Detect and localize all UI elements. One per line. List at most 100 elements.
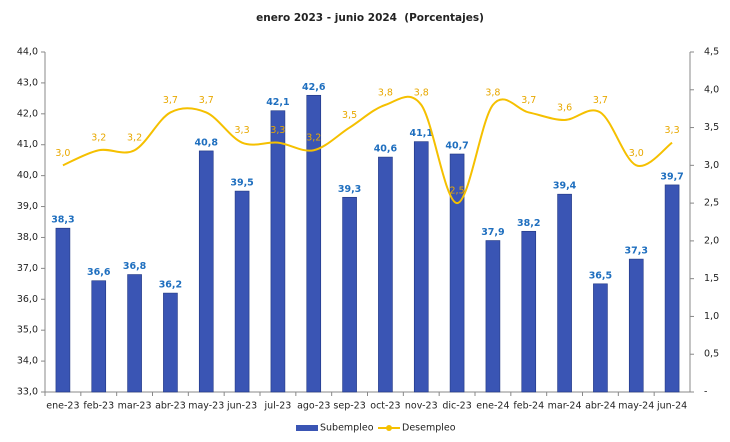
x-tick-label: ene-23 xyxy=(46,401,79,412)
chart-title: enero 2023 - junio 2024 (Porcentajes) xyxy=(256,12,484,24)
legend-label: Subempleo xyxy=(320,423,374,434)
x-tick-label: abr-23 xyxy=(155,401,186,412)
y2-tick-label: 1,0 xyxy=(704,311,719,322)
bar xyxy=(163,292,178,393)
bar-label: 40,8 xyxy=(195,137,219,148)
x-tick-label: nov-23 xyxy=(405,401,438,412)
x-tick-label: feb-23 xyxy=(83,401,114,412)
y2-tick-label: 0,5 xyxy=(704,349,719,360)
line-label: 3,5 xyxy=(342,110,357,121)
bar xyxy=(306,94,322,393)
y-tick-label: 36,0 xyxy=(17,294,38,305)
y2-tick-label: 4,5 xyxy=(704,47,719,58)
x-tick-label: mar-24 xyxy=(548,401,582,412)
x-tick-label: feb-24 xyxy=(513,401,544,412)
bar-label: 36,2 xyxy=(159,280,182,291)
x-tick-label: jun-24 xyxy=(656,401,687,412)
legend-label: Desempleo xyxy=(402,423,456,434)
line-label: 3,8 xyxy=(485,87,500,98)
y-tick-label: 35,0 xyxy=(17,325,38,336)
x-tick-label: dic-23 xyxy=(442,401,471,412)
bar xyxy=(55,227,71,393)
bar-label: 40,6 xyxy=(374,144,398,155)
x-tick-label: oct-23 xyxy=(370,401,400,412)
y-tick-label: 34,0 xyxy=(17,356,38,367)
bar-label: 39,4 xyxy=(553,181,577,192)
line-label: 3,3 xyxy=(665,125,680,136)
x-tick-label: jun-23 xyxy=(226,401,257,412)
y-tick-label: 42,0 xyxy=(17,108,38,119)
line-label: 3,7 xyxy=(163,95,178,106)
y2-tick-label: 2,5 xyxy=(704,198,719,209)
bar xyxy=(413,141,429,393)
x-tick-label: abr-24 xyxy=(585,401,616,412)
y2-tick-label: 4,0 xyxy=(704,84,719,95)
bar-label: 37,9 xyxy=(481,227,504,238)
bar xyxy=(485,240,501,393)
bar-label: 39,3 xyxy=(338,184,361,195)
x-tick-label: may-24 xyxy=(618,401,654,412)
bar-label: 41,1 xyxy=(410,128,433,139)
y-tick-label: 41,0 xyxy=(17,139,38,150)
line-label: 3,0 xyxy=(55,148,70,159)
y-tick-label: 33,0 xyxy=(17,387,38,398)
y2-tick-label: 3,0 xyxy=(704,160,719,171)
x-tick-label: jul-23 xyxy=(264,401,292,412)
line-label: 3,8 xyxy=(414,87,429,98)
bar xyxy=(557,193,572,393)
line-label: 3,6 xyxy=(557,103,572,114)
legend-swatch xyxy=(296,425,318,431)
bar xyxy=(270,110,286,393)
bar xyxy=(234,190,250,393)
bar-label: 39,5 xyxy=(230,178,253,189)
bar-label: 39,7 xyxy=(660,171,683,182)
y-tick-label: 39,0 xyxy=(17,201,38,212)
bar-label: 36,6 xyxy=(87,267,111,278)
y2-tick-label: - xyxy=(704,387,707,398)
line-label: 2,5 xyxy=(450,186,465,197)
line-label: 3,3 xyxy=(270,125,285,136)
bar-label: 37,3 xyxy=(625,246,648,257)
bar xyxy=(91,280,107,393)
bar xyxy=(342,196,357,393)
bar-label: 36,5 xyxy=(589,270,612,281)
y-tick-label: 43,0 xyxy=(17,77,38,88)
y-tick-label: 38,0 xyxy=(17,232,38,243)
bar xyxy=(664,184,680,393)
line-label: 3,2 xyxy=(127,133,142,144)
bar-label: 38,3 xyxy=(51,215,74,226)
x-tick-label: ene-24 xyxy=(476,401,509,412)
y-tick-label: 37,0 xyxy=(17,263,38,274)
line xyxy=(62,95,673,205)
line-label: 3,0 xyxy=(629,148,644,159)
bar-label: 40,7 xyxy=(445,141,468,152)
bar-label: 42,6 xyxy=(302,82,326,93)
bar xyxy=(628,258,644,393)
y2-tick-label: 2,0 xyxy=(704,235,719,246)
bar xyxy=(521,230,537,393)
y2-tick-label: 1,5 xyxy=(704,273,719,284)
bar-label: 42,1 xyxy=(266,97,289,108)
x-tick-label: ago-23 xyxy=(297,401,330,412)
line-label: 3,8 xyxy=(378,87,393,98)
bar-label: 38,2 xyxy=(517,218,540,229)
x-tick-label: may-23 xyxy=(188,401,224,412)
y2-tick-label: 3,5 xyxy=(704,122,719,133)
line-label: 3,7 xyxy=(199,95,214,106)
line-label: 3,7 xyxy=(593,95,608,106)
y-tick-label: 44,0 xyxy=(17,47,38,58)
x-tick-label: mar-23 xyxy=(118,401,152,412)
bar xyxy=(198,150,214,393)
line-label: 3,2 xyxy=(306,133,321,144)
bar xyxy=(378,156,393,393)
bar xyxy=(593,283,608,393)
bar-label: 36,8 xyxy=(123,261,147,272)
bar xyxy=(449,153,465,393)
legend-marker xyxy=(386,425,392,431)
line-label: 3,2 xyxy=(91,133,106,144)
x-tick-label: sep-23 xyxy=(333,401,365,412)
y-tick-label: 40,0 xyxy=(17,170,38,181)
line-label: 3,7 xyxy=(521,95,536,106)
bar xyxy=(127,274,142,393)
